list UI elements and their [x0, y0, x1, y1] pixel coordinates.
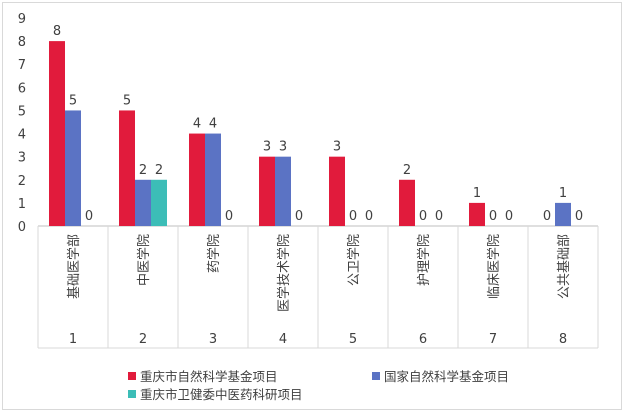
legend-item-series-2: 重庆市卫健委中医药科研项目: [128, 384, 303, 403]
y-tick-label-9: 9: [18, 12, 26, 27]
legend-item-series-0: 重庆市自然科学基金项目: [128, 366, 278, 385]
category-number-7: 8: [559, 332, 567, 347]
category-number-0: 1: [69, 332, 77, 347]
data-label-series-1-cat-3: 3: [279, 140, 287, 155]
data-label-series-2-cat-1: 2: [155, 163, 163, 178]
y-tick-label-0: 0: [18, 220, 26, 235]
data-label-series-0-cat-3: 3: [263, 140, 271, 155]
bar-series-1-cat-3: [275, 156, 291, 226]
data-label-series-2-cat-4: 0: [365, 209, 373, 224]
data-label-series-0-cat-5: 2: [403, 163, 411, 178]
legend-label-series-2: 重庆市卫健委中医药科研项目: [140, 387, 303, 402]
bar-series-0-cat-1: [119, 110, 135, 226]
y-tick-label-1: 1: [18, 197, 26, 212]
bar-series-1-cat-0: [65, 110, 81, 226]
y-tick-label-4: 4: [18, 128, 26, 143]
chart-frame: [2, 2, 622, 410]
data-label-series-2-cat-7: 0: [575, 209, 583, 224]
legend-swatch-series-1: [372, 371, 380, 380]
data-label-series-1-cat-5: 0: [419, 209, 427, 224]
data-label-series-1-cat-7: 1: [559, 186, 567, 201]
data-label-series-1-cat-0: 5: [69, 93, 77, 108]
data-label-series-0-cat-0: 8: [53, 24, 61, 39]
legend-item-series-1: 国家自然科学基金项目: [372, 366, 509, 385]
data-label-series-0-cat-4: 3: [333, 140, 341, 155]
data-label-series-2-cat-6: 0: [505, 209, 513, 224]
category-label-1: 中医学院: [136, 234, 152, 286]
data-label-series-0-cat-7: 0: [543, 209, 551, 224]
category-label-4: 公卫学院: [346, 234, 362, 286]
category-number-4: 5: [349, 332, 357, 347]
category-label-5: 护理学院: [416, 234, 432, 286]
y-tick-label-2: 2: [18, 174, 26, 189]
category-number-1: 2: [139, 332, 147, 347]
legend-label-series-0: 重庆市自然科学基金项目: [140, 369, 278, 384]
data-label-series-2-cat-3: 0: [295, 209, 303, 224]
data-label-series-1-cat-6: 0: [489, 209, 497, 224]
data-label-series-0-cat-2: 4: [193, 117, 201, 132]
category-label-0: 基础医学部: [66, 234, 82, 299]
category-label-6: 临床医学院: [486, 234, 502, 299]
y-tick-label-5: 5: [18, 104, 26, 119]
bar-series-1-cat-2: [205, 133, 221, 226]
category-number-3: 4: [279, 332, 287, 347]
y-tick-label-6: 6: [18, 81, 26, 96]
bar-series-0-cat-0: [49, 41, 65, 226]
bar-series-0-cat-4: [329, 156, 345, 226]
bar-series-0-cat-2: [189, 133, 205, 226]
y-tick-label-3: 3: [18, 151, 26, 166]
category-number-5: 6: [419, 332, 427, 347]
y-tick-label-7: 7: [18, 58, 26, 73]
bar-series-0-cat-6: [469, 202, 485, 226]
bar-series-0-cat-3: [259, 156, 275, 226]
legend-swatch-series-2: [128, 389, 136, 398]
data-label-series-0-cat-6: 1: [473, 186, 481, 201]
data-label-series-1-cat-4: 0: [349, 209, 357, 224]
bar-series-0-cat-5: [399, 179, 415, 226]
category-label-2: 药学院: [206, 234, 222, 273]
bar-series-1-cat-1: [135, 179, 151, 226]
legend-swatch-series-0: [128, 371, 136, 380]
legend-label-series-1: 国家自然科学基金项目: [384, 369, 510, 384]
bar-series-1-cat-7: [555, 202, 571, 226]
data-label-series-0-cat-1: 5: [123, 93, 131, 108]
y-tick-label-8: 8: [18, 35, 26, 50]
data-label-series-2-cat-5: 0: [435, 209, 443, 224]
bar-series-2-cat-1: [151, 179, 167, 226]
data-label-series-1-cat-1: 2: [139, 163, 147, 178]
category-label-3: 医学技术学院: [276, 234, 292, 312]
category-label-7: 公共基础部: [557, 234, 572, 299]
data-label-series-1-cat-2: 4: [209, 117, 217, 132]
data-label-series-2-cat-2: 0: [225, 209, 233, 224]
data-label-series-2-cat-0: 0: [85, 209, 93, 224]
category-number-6: 7: [489, 332, 497, 347]
category-number-2: 3: [209, 332, 217, 347]
